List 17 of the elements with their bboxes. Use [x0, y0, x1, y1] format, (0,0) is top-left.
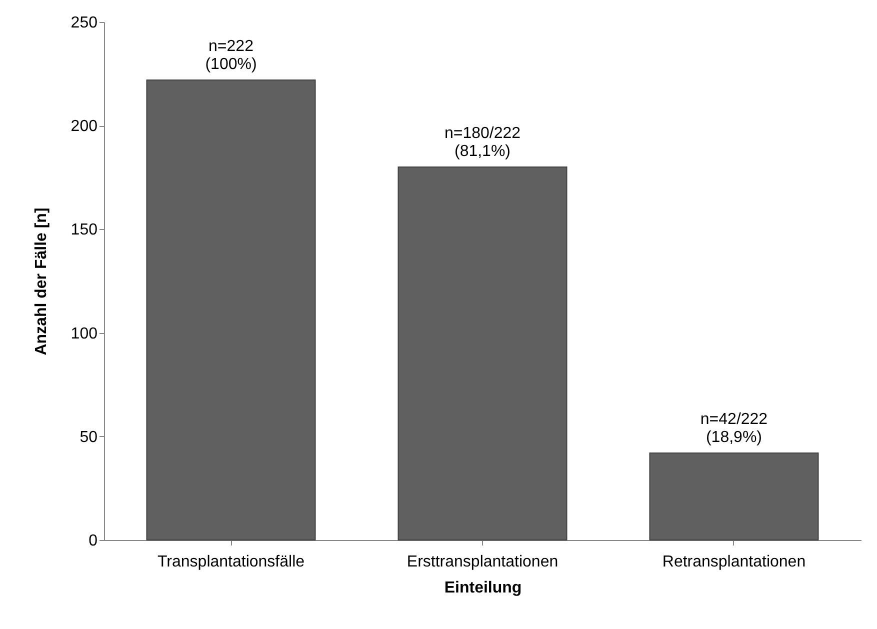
data-label: n=180/222 (81,1%)	[444, 125, 521, 160]
y-tick-label: 0	[88, 532, 98, 550]
y-tick-label: 150	[70, 222, 98, 239]
x-axis-title: Einteilung	[444, 580, 522, 596]
y-axis-title: Anzahl der Fälle [n]	[32, 208, 50, 356]
data-label: n=42/222 (18,9%)	[700, 410, 768, 446]
y-tick-label: 250	[70, 14, 98, 32]
data-label: n=222 (100%)	[205, 38, 257, 74]
bar	[146, 80, 316, 540]
x-tick-label: Transplantationsfälle	[157, 554, 305, 570]
bar	[649, 452, 819, 540]
x-tick-label: Ersttransplantationen	[406, 554, 558, 570]
y-tick-label: 100	[70, 325, 98, 342]
bar	[398, 166, 568, 540]
y-tick-label: 50	[80, 428, 98, 446]
x-tick-label: Retransplantationen	[662, 554, 806, 570]
y-tick-label: 200	[70, 118, 98, 136]
